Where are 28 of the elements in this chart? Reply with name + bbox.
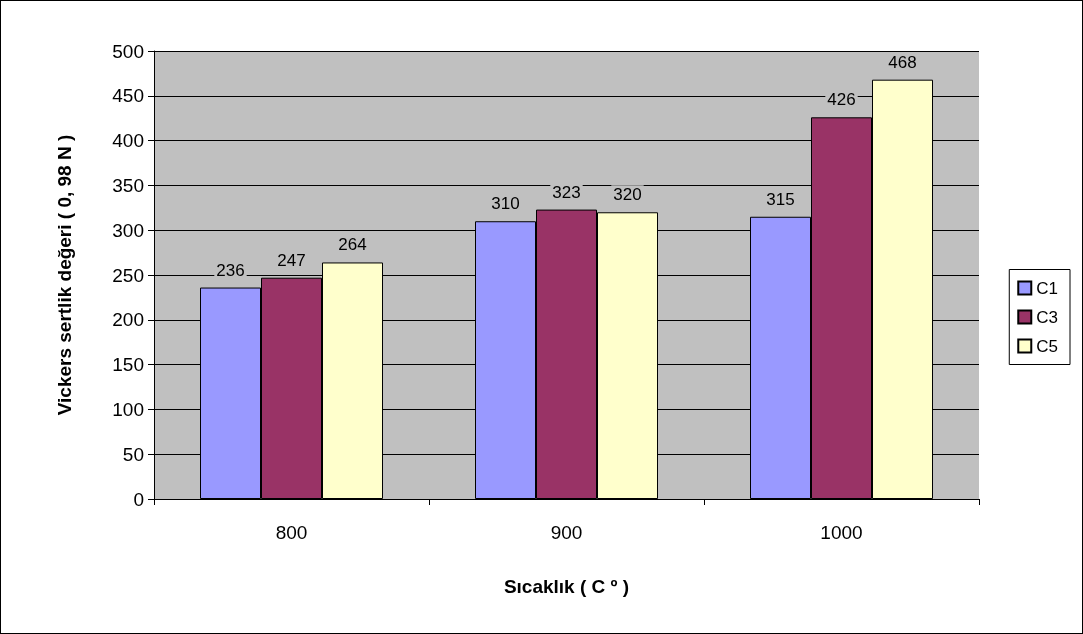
y-tick-label: 250 (112, 264, 144, 286)
y-tick-label: 450 (112, 85, 144, 107)
data-label: 247 (277, 250, 306, 270)
y-tick-label: 300 (112, 219, 144, 241)
legend-label: C1 (1036, 278, 1058, 298)
data-label: 320 (613, 185, 642, 205)
data-label: 426 (827, 90, 856, 110)
x-tick-label: 900 (550, 522, 583, 543)
y-tick-label: 500 (112, 40, 144, 62)
data-label: 310 (491, 194, 520, 214)
y-tick-label: 400 (112, 130, 144, 152)
legend-label: C5 (1036, 336, 1058, 356)
data-label: 236 (216, 260, 245, 280)
y-tick-label: 50 (122, 443, 144, 465)
y-tick-label: 200 (112, 309, 144, 331)
y-tick-label: 350 (112, 174, 144, 196)
y-tick-label: 0 (133, 488, 144, 510)
data-label: 264 (338, 235, 367, 255)
data-label: 468 (888, 52, 917, 72)
y-axis-title: Vickers sertlik değeri ( 0, 98 N ) (54, 134, 75, 416)
x-axis-title: Sıcaklık ( C º ) (503, 576, 630, 597)
y-tick-label: 150 (112, 354, 144, 376)
data-label: 323 (552, 182, 581, 202)
data-label: 315 (766, 189, 795, 209)
x-tick-label: 800 (275, 522, 308, 543)
legend-label: C3 (1036, 307, 1058, 327)
y-tick-label: 100 (112, 398, 144, 420)
x-tick-label: 1000 (820, 522, 863, 543)
